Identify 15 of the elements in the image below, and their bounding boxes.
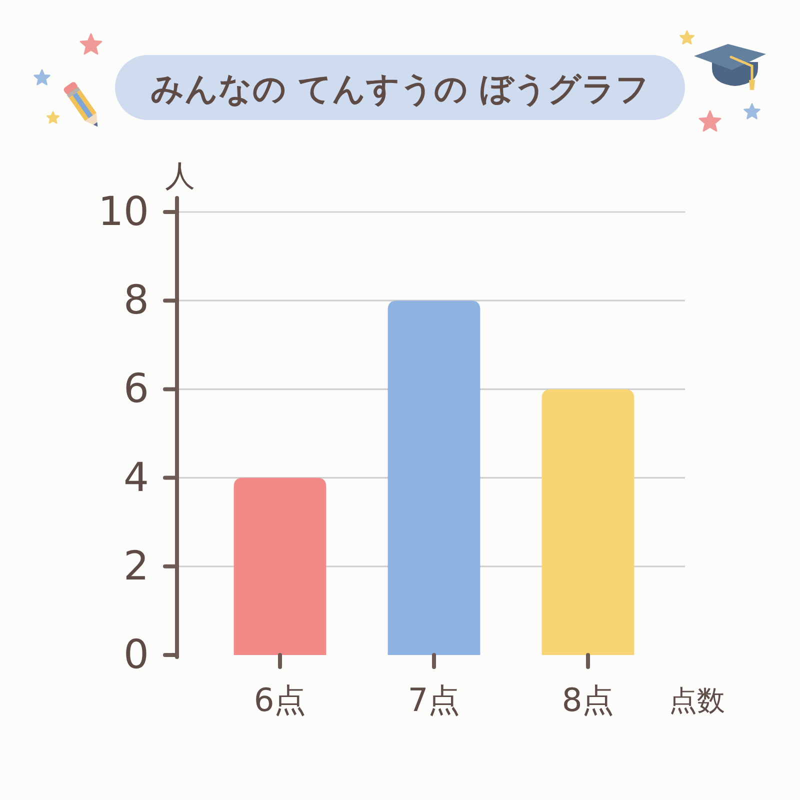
- x-tick-label: 7点: [408, 681, 460, 719]
- x-tick-label: 6点: [254, 681, 306, 719]
- y-axis-title: 人: [165, 158, 195, 194]
- y-tick-label: 8: [124, 278, 149, 324]
- bar: [542, 389, 634, 655]
- x-axis-title: 点数: [669, 684, 725, 716]
- y-tick-label: 4: [124, 454, 149, 501]
- chart-title: みんなの てんすうの ぼうグラフ: [150, 68, 650, 108]
- y-tick-label: 2: [124, 543, 149, 590]
- y-tick-label: 10: [98, 189, 149, 235]
- y-tick-label: 6: [124, 366, 149, 412]
- bar: [388, 300, 480, 655]
- bar: [234, 478, 326, 655]
- y-tick-label: 0: [124, 632, 149, 678]
- x-tick-label: 8点: [562, 681, 614, 719]
